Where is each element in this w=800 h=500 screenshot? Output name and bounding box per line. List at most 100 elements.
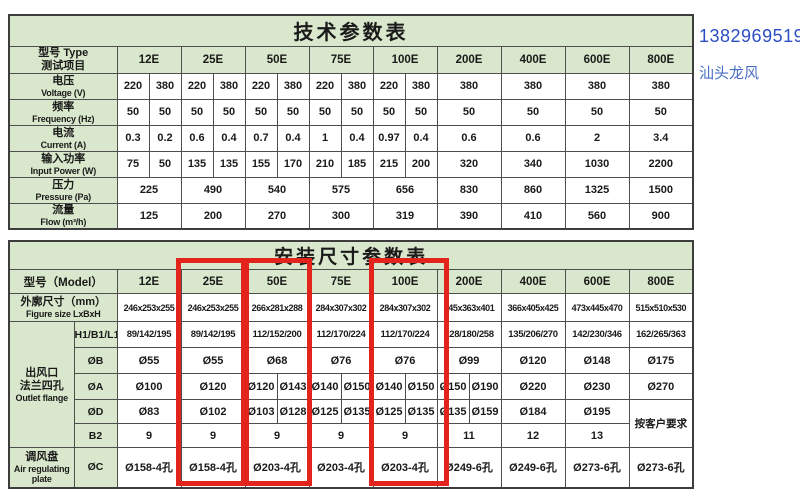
value-cell: 246x253x255 xyxy=(180,293,246,322)
install-b2-row: B2 9 9 9 9 9 11 12 13 xyxy=(9,423,693,448)
value-cell: Ø159 xyxy=(468,399,502,424)
label-line: Input Power (W) xyxy=(30,165,97,176)
value-cell: 9 xyxy=(244,423,310,448)
label-line: Flow (m³/h) xyxy=(40,217,87,228)
tech-data-row: 电流 Current (A) 0.3 0.2 0.6 0.4 0.7 0.4 1 0.4 0.97 0… xyxy=(8,124,694,152)
value-cell: 135 xyxy=(180,150,214,178)
label-line: 外廓尺寸（mm） xyxy=(20,296,107,308)
brand-name: 汕头龙风 xyxy=(699,65,760,82)
value-cell: 860 xyxy=(500,176,566,204)
model-header-25e: 25E xyxy=(180,269,246,294)
value-cell: 50 xyxy=(500,98,566,126)
model-header-75e: 75E xyxy=(308,269,374,294)
value-cell: 9 xyxy=(372,423,438,448)
value-cell: Ø190 xyxy=(468,373,502,400)
model-header-200e: 200E xyxy=(436,269,502,294)
value-cell: 50 xyxy=(116,98,150,126)
value-cell: Ø135 xyxy=(340,399,374,424)
value-cell: 2 xyxy=(564,124,630,152)
value-cell: Ø249-6孔 xyxy=(500,447,566,488)
value-cell: 366x405x425 xyxy=(500,293,566,322)
tech-data-row: 频率 Frequency (Hz) 50 50 50 50 50 50 50 50 50 50 50 50… xyxy=(8,98,694,126)
label-line: Voltage (V) xyxy=(41,87,86,98)
label-line: 出风口 xyxy=(25,366,59,379)
value-cell: 0.7 xyxy=(244,124,278,152)
value-cell: 135/206/270 xyxy=(500,321,566,348)
value-cell: Ø76 xyxy=(308,347,374,374)
label-line: Figure size LxBxH xyxy=(25,309,101,319)
value-cell: 220 xyxy=(180,72,214,100)
model-header-800e: 800E xyxy=(628,269,694,294)
install-od-row: ØD Ø83 Ø102 Ø103 Ø128 Ø125 Ø135 Ø125 Ø135 Ø135 Ø15… xyxy=(9,399,694,448)
value-cell: 220 xyxy=(372,72,406,100)
value-cell: Ø273-6孔 xyxy=(628,447,694,488)
value-cell: 50 xyxy=(340,98,374,126)
value-cell: Ø76 xyxy=(372,347,438,374)
value-cell: 284x307x302 xyxy=(372,293,438,322)
row-label-air-plate: 调风盘 Air regulating plate xyxy=(8,447,75,488)
label-line: 压力 xyxy=(52,178,75,191)
value-cell: 380 xyxy=(564,72,630,100)
value-cell: 89/142/195 xyxy=(116,321,182,348)
install-header-row: 型号（Model） 12E 25E 50E 75E 100E 200E 400E 600E 800… xyxy=(8,269,694,294)
phone-number: 13829695198 xyxy=(699,26,800,46)
value-cell: 50 xyxy=(148,150,182,178)
value-cell: 125 xyxy=(116,202,182,230)
row-label: 频率 Frequency (Hz) xyxy=(8,98,118,126)
value-cell: 0.4 xyxy=(276,124,310,152)
value-cell: 266x281x288 xyxy=(244,293,310,322)
value-cell: 0.6 xyxy=(500,124,566,152)
value-cell: 284x307x302 xyxy=(308,293,374,322)
value-cell: Ø125 xyxy=(372,399,406,424)
value-cell: 0.97 xyxy=(372,124,406,152)
model-header-400e: 400E xyxy=(500,269,566,294)
value-cell: Ø120 xyxy=(180,373,246,400)
value-cell: Ø195 xyxy=(564,399,630,424)
model-header-600e: 600E xyxy=(564,45,630,74)
label-line: 法兰四孔 xyxy=(19,379,64,392)
label-line: Outlet flange xyxy=(15,392,69,403)
installation-dimensions-table: 安装尺寸参数表 型号（Model） 12E 25E 50E 75E 100E 200E 400E… xyxy=(8,240,695,489)
value-cell: 50 xyxy=(436,98,502,126)
value-cell: 1325 xyxy=(564,176,630,204)
install-corner-cell: 型号（Model） xyxy=(8,269,118,294)
value-cell: Ø249-6孔 xyxy=(436,447,502,488)
model-header-200e: 200E xyxy=(436,45,502,74)
value-cell: 215 xyxy=(372,150,406,178)
install-h1b1l1-row: 出风口 法兰四孔 Outlet flange H1/B1/L1 89/142/195 89… xyxy=(8,321,694,448)
value-cell: Ø140 xyxy=(372,373,406,400)
value-cell: 225 xyxy=(116,176,182,204)
model-header-100e: 100E xyxy=(372,45,438,74)
value-cell: 1 xyxy=(308,124,342,152)
value-cell: 540 xyxy=(244,176,310,204)
value-cell: Ø128 xyxy=(276,399,310,424)
value-cell: Ø220 xyxy=(500,373,566,400)
value-cell: 50 xyxy=(148,98,182,126)
value-cell: Ø103 xyxy=(244,399,278,424)
value-cell: Ø135 xyxy=(436,399,470,424)
value-cell-per-customer: 按客户要求 xyxy=(628,399,694,448)
install-title-row: 安装尺寸参数表 xyxy=(8,240,694,270)
value-cell: 0.4 xyxy=(404,124,438,152)
label-line: 电流 xyxy=(52,126,75,139)
value-cell: 515x510x530 xyxy=(628,293,694,322)
tech-header-row: 型号 Type 测试项目 12E 25E 50E 75E 100E 200E 400E 600E 8… xyxy=(8,45,694,74)
value-cell: 380 xyxy=(628,72,694,100)
value-cell: 270 xyxy=(244,202,310,230)
install-oa-row: ØA Ø100 Ø120 Ø120 Ø143 Ø140 Ø150 Ø140 Ø150 Ø150 Ø1… xyxy=(9,373,694,400)
value-cell: 50 xyxy=(628,98,694,126)
label-line: 测试项目 xyxy=(41,59,86,72)
value-cell: 200 xyxy=(404,150,438,178)
value-cell: 11 xyxy=(436,423,502,448)
value-cell: Ø175 xyxy=(628,347,694,374)
value-cell: 0.4 xyxy=(212,124,246,152)
label-line: 流量 xyxy=(52,204,75,217)
value-cell: 50 xyxy=(276,98,310,126)
value-cell: Ø203-4孔 xyxy=(372,447,438,488)
value-cell: 340 xyxy=(500,150,566,178)
value-cell: 390 xyxy=(436,202,502,230)
value-cell: 210 xyxy=(308,150,342,178)
row-label: 电流 Current (A) xyxy=(8,124,118,152)
value-cell: 345x363x401 xyxy=(436,293,502,322)
